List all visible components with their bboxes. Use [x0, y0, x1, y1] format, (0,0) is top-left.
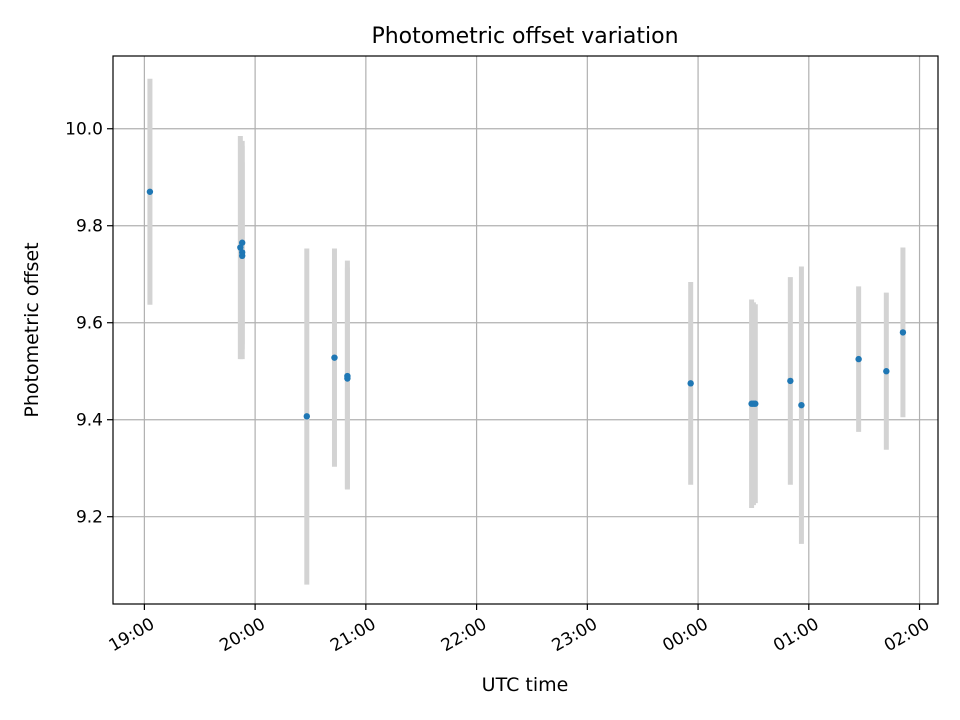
- y-tick-label: 9.4: [76, 411, 103, 431]
- data-point: [331, 354, 338, 361]
- y-tick-label: 10.0: [65, 120, 103, 140]
- data-point: [238, 252, 246, 260]
- y-axis-label: Photometric offset: [21, 242, 43, 417]
- data-point: [303, 413, 310, 420]
- y-tick-label: 9.8: [76, 217, 103, 237]
- y-tick-label: 9.2: [76, 508, 103, 528]
- data-point: [237, 244, 244, 251]
- data-point: [883, 368, 890, 375]
- data-point: [855, 355, 862, 363]
- plot-frame: [112, 55, 939, 605]
- x-axis-label: UTC time: [482, 674, 569, 696]
- data-point: [798, 401, 805, 409]
- data-point: [899, 329, 907, 336]
- data-point: [687, 380, 694, 387]
- data-point: [344, 375, 351, 382]
- data-point: [146, 188, 154, 195]
- chart-title: Photometric offset variation: [371, 24, 678, 49]
- data-points: [146, 188, 907, 420]
- data-point: [752, 400, 759, 407]
- data-point: [787, 377, 794, 385]
- y-tick-label: 9.6: [76, 314, 103, 334]
- data-point: [238, 239, 246, 246]
